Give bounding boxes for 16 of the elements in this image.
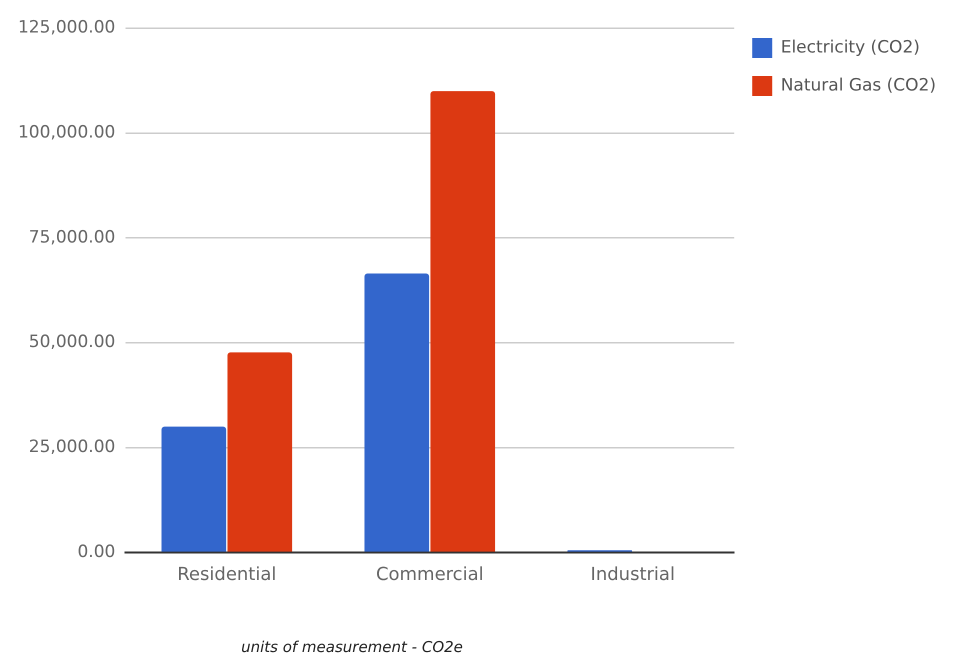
y-tick-label: 50,000.00 <box>28 332 116 352</box>
bar <box>227 352 292 552</box>
x-tick-label: Commercial <box>376 564 484 585</box>
text: units of measurement - CO2e <box>240 638 464 656</box>
y-tick-label: 25,000.00 <box>28 436 116 457</box>
y-tick-label: 125,000.00 <box>18 18 116 38</box>
legend-label: Electricity (CO2) <box>780 37 920 58</box>
x-tick-label: Industrial <box>590 564 675 585</box>
y-tick-label: 0.00 <box>77 542 116 562</box>
legend-label: Natural Gas (CO2) <box>780 75 936 96</box>
bar <box>162 426 226 552</box>
y-tick-label: 100,000.00 <box>18 122 116 142</box>
y-tick-label: 75,000.00 <box>28 227 116 248</box>
bar <box>430 91 496 552</box>
bar <box>364 274 430 552</box>
x-tick-label: Residential <box>177 564 276 585</box>
